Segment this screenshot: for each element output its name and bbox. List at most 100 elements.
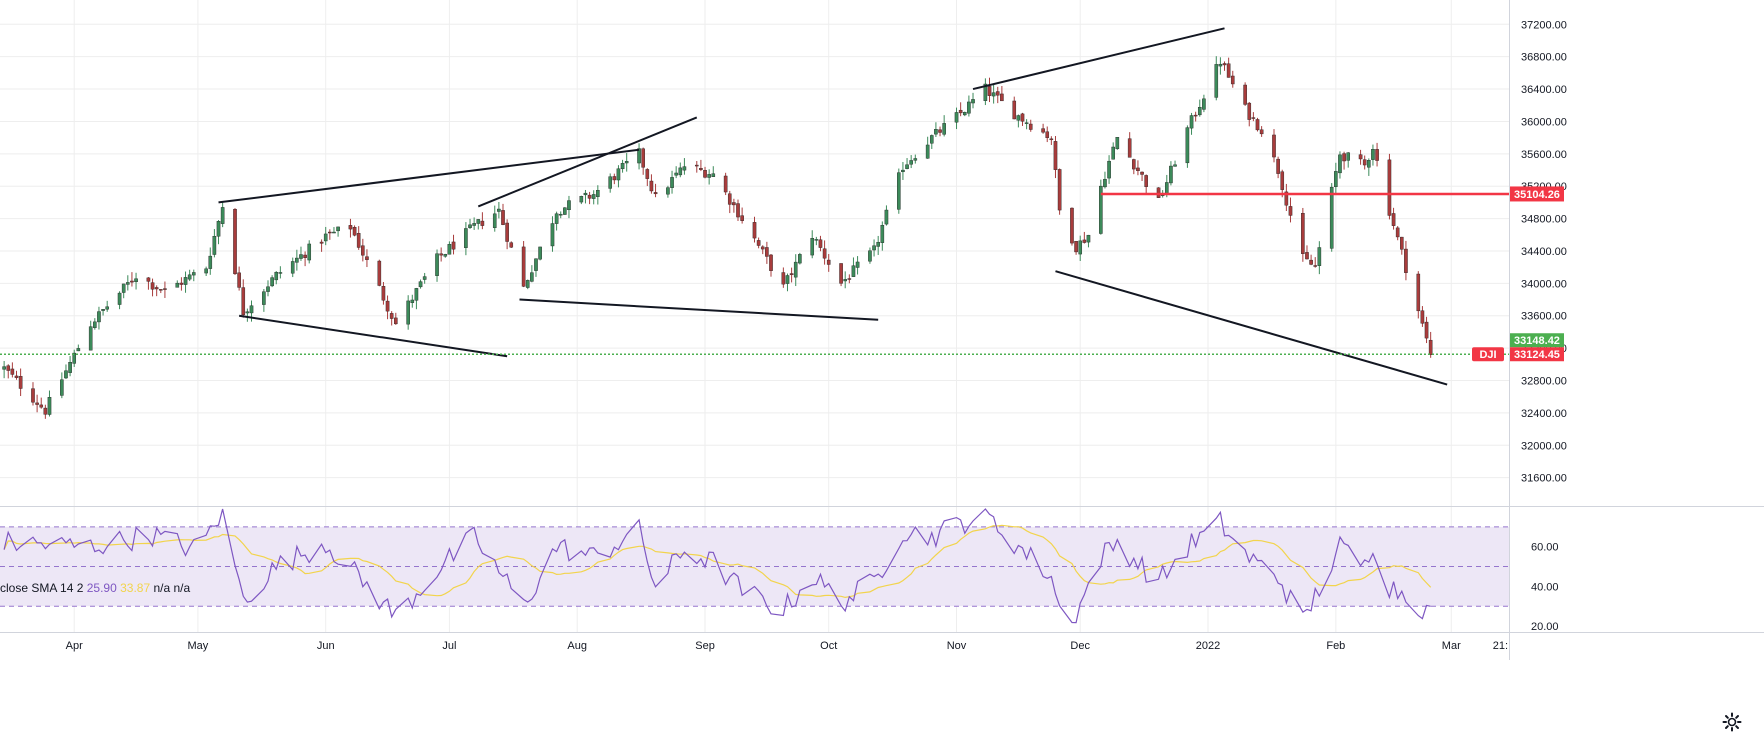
candle-body [703, 170, 707, 178]
price-tick-label: 35600.00 [1521, 149, 1567, 161]
time-tick-label: Aug [567, 640, 587, 652]
candle-body [534, 258, 538, 271]
price-tick-label: 32000.00 [1521, 440, 1567, 452]
candle-body [897, 172, 901, 210]
resistance-price-label: 35104.26 [1514, 189, 1560, 201]
settings-gear-icon[interactable] [1722, 712, 1742, 732]
trendline [519, 298, 879, 321]
price-tick-label: 32400.00 [1521, 408, 1567, 420]
price-labels: 35104.26 33148.42 33124.45 DJI [1472, 186, 1564, 362]
candle-body [497, 208, 501, 212]
candle-body [1049, 138, 1054, 141]
candle-body [447, 244, 452, 255]
second-price-label: 33148.42 [1514, 335, 1560, 347]
candle-body [913, 158, 918, 161]
candle-body [732, 202, 736, 206]
candle-body [1012, 100, 1017, 120]
candle-body [47, 397, 52, 415]
candle-body [204, 268, 208, 274]
candle-body [1197, 106, 1202, 116]
candle-body [583, 192, 588, 196]
candle-body [962, 112, 967, 116]
candle-body [1272, 134, 1276, 158]
candle-body [1016, 115, 1021, 121]
time-tick-label: Feb [1326, 640, 1345, 652]
candle-body [1317, 247, 1322, 266]
candle-body [525, 280, 530, 288]
candle-body [765, 247, 769, 257]
candle-body [649, 180, 654, 192]
candle-body [476, 219, 481, 224]
candle-body [97, 311, 101, 323]
candle-body [237, 272, 241, 288]
candle-body [1144, 175, 1148, 187]
candle-body [711, 173, 716, 177]
candle-body [1358, 154, 1363, 160]
trendline [218, 148, 640, 204]
price-tick-label: 33600.00 [1521, 311, 1567, 323]
candle-body [509, 242, 514, 248]
time-tick-label: Jun [317, 640, 335, 652]
candle-body [295, 257, 299, 263]
candle-body [934, 129, 938, 135]
rsi-legend-part: n/a [153, 581, 173, 595]
candle-body [769, 254, 773, 271]
candle-body [1045, 131, 1050, 138]
candle-body [723, 175, 728, 193]
candle-body [929, 135, 934, 144]
time-tick-label: Nov [947, 640, 967, 652]
candle-body [752, 222, 757, 239]
candle-body [1391, 213, 1396, 226]
last-price-label: 33124.45 [1514, 349, 1560, 361]
candle-body [756, 240, 761, 246]
candle-body [1214, 64, 1219, 98]
price-tick-label: 37200.00 [1521, 19, 1567, 31]
candle-body [410, 299, 415, 303]
candle-body [1173, 164, 1177, 167]
time-tick-label: Oct [820, 640, 837, 652]
candle-body [1057, 169, 1062, 211]
candle-body [212, 235, 217, 255]
candle-body [653, 192, 658, 195]
candle-body [1288, 206, 1293, 216]
candle-body [336, 226, 340, 232]
candle-body [307, 243, 312, 261]
candle-body [616, 168, 621, 181]
candle-body [101, 309, 105, 311]
candle-body [389, 313, 394, 319]
candle-body [558, 213, 563, 216]
candle-body [1230, 75, 1235, 85]
candle-body [1082, 239, 1087, 243]
candle-body [1346, 152, 1351, 161]
candle-body [810, 238, 815, 256]
candle-body [439, 253, 443, 256]
candle-body [1041, 128, 1045, 133]
candle-body [1000, 93, 1004, 102]
candle-body [1078, 240, 1083, 255]
candle-body [1255, 119, 1260, 131]
candle-body [1342, 153, 1346, 162]
candle-body [538, 246, 542, 260]
rsi-sma-line [3, 524, 1432, 599]
candle-body [563, 207, 567, 215]
candle-body [608, 176, 612, 189]
time-tick-label: Jul [442, 640, 456, 652]
candle-body [727, 193, 732, 205]
candle-body [39, 404, 44, 408]
candle-body [1247, 102, 1252, 120]
candle-body [43, 407, 48, 415]
candle-body [967, 101, 971, 114]
price-tick-label: 36800.00 [1521, 52, 1567, 64]
candle-body [1420, 310, 1425, 324]
rsi-legend[interactable]: close SMA 14 2 25.90 33.87 n/a n/a [0, 581, 190, 595]
candle-body [1313, 265, 1318, 267]
candle-body [591, 194, 596, 199]
candle-body [183, 277, 188, 285]
price-tick-label: 32800.00 [1521, 376, 1567, 388]
candle-body [146, 277, 151, 282]
candle-body [1020, 113, 1025, 122]
candle-body [707, 174, 711, 178]
candle-body [1305, 252, 1309, 260]
candle-body [290, 261, 295, 274]
candle-body [987, 86, 992, 96]
